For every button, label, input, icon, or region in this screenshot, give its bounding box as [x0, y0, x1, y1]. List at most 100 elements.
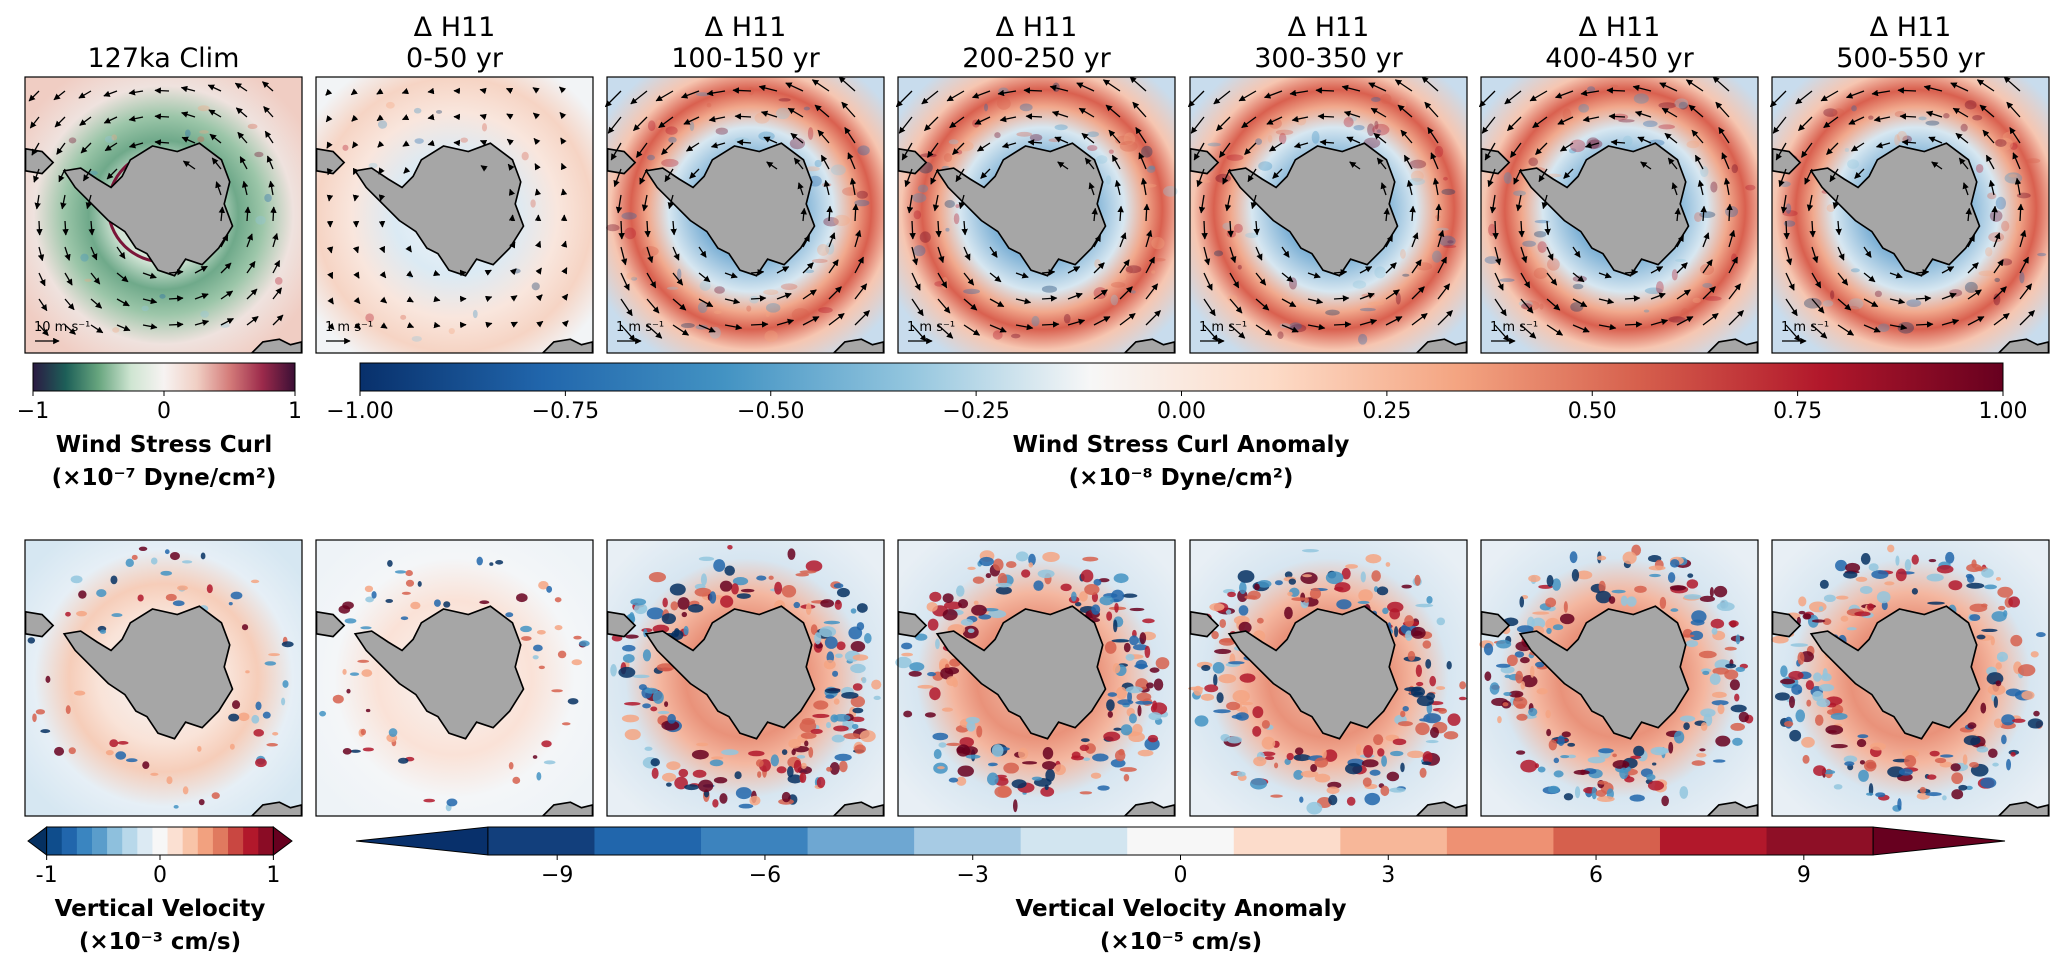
field-blob — [662, 597, 668, 608]
field-blob — [626, 272, 637, 280]
field-blob — [1432, 250, 1442, 263]
field-blob — [1314, 757, 1329, 768]
field-blob — [84, 278, 92, 282]
field-blob — [1698, 650, 1717, 659]
field-blob — [371, 591, 377, 599]
panel-title-line2: 200-250 yr — [962, 43, 1111, 74]
field-blob — [1823, 108, 1838, 117]
wind-stress-curl-anomaly-colorbar: −1.00 −0.75 −0.50 −0.25 0.00 0.25 0.50 0.75 1.00… — [326, 362, 2028, 491]
field-blob — [971, 604, 987, 616]
field-blob — [929, 591, 942, 602]
wind-vector-arrow — [1606, 87, 1626, 94]
field-blob — [1642, 120, 1658, 128]
wind-vector-arrow — [766, 161, 778, 170]
panel-frame — [24, 76, 303, 354]
colorbar-units: (×10⁻⁵ cm/s) — [1100, 929, 1262, 955]
wind-vector-arrow — [698, 298, 714, 308]
field-blob — [1125, 686, 1143, 694]
field-blob — [901, 652, 914, 657]
field-blob — [1643, 309, 1650, 313]
field-blob — [1227, 294, 1238, 302]
field-blob — [1323, 749, 1338, 762]
field-blob — [1942, 795, 1947, 801]
field-blob — [272, 731, 279, 736]
wind-vector-arrow — [220, 317, 234, 326]
field-blob — [512, 776, 521, 784]
wind-vector-arrow — [2009, 127, 2021, 144]
wind-vector-arrow — [379, 245, 386, 254]
field-blob — [342, 601, 354, 610]
wind-vector-arrow — [750, 295, 767, 302]
field-blob — [2008, 174, 2018, 178]
field-blob — [1237, 570, 1255, 583]
field-blob — [1310, 764, 1318, 773]
field-blob — [903, 710, 913, 718]
wind-vector-arrow — [1203, 246, 1211, 266]
field-blob — [1495, 663, 1511, 668]
wind-vector-arrow — [264, 130, 274, 144]
wind-vector-arrow — [64, 324, 76, 335]
wind-vector-arrow — [220, 262, 232, 274]
wind-vector-arrow — [1132, 101, 1147, 118]
wind-vector-arrow — [327, 297, 334, 305]
field-blob — [198, 798, 205, 806]
field-blob — [1563, 601, 1568, 613]
field-blob — [250, 579, 260, 584]
field-blob — [200, 310, 209, 318]
colorbar-tick-label: 0 — [1174, 863, 1188, 888]
wind-vector-arrow — [1532, 116, 1548, 129]
wind-vector-arrow — [1489, 194, 1497, 214]
wind-vector-arrow — [1661, 107, 1678, 118]
field-blob — [805, 602, 812, 615]
wind-vector-arrow — [989, 272, 1002, 283]
wind-vector-arrow — [1427, 127, 1439, 144]
field-blob — [976, 725, 983, 738]
wind-vector-arrow — [797, 182, 804, 196]
wind-vector-arrow — [698, 272, 711, 283]
wind-vector-arrow — [90, 298, 103, 309]
colorbar-tick-label: 1.00 — [1979, 399, 2028, 424]
field-blob — [946, 676, 958, 687]
panel-frame — [897, 539, 1176, 817]
field-blob — [1863, 759, 1877, 772]
field-blob — [1114, 602, 1119, 613]
wind-vector-arrow — [1728, 256, 1738, 274]
colorbar-bin — [1020, 827, 1128, 855]
field-blob — [665, 126, 678, 135]
field-blob — [2001, 220, 2010, 232]
wind-vector-arrow — [1889, 272, 1903, 279]
field-blob — [411, 335, 422, 342]
field-blob — [1003, 762, 1019, 774]
wind-vector-arrow — [1809, 220, 1816, 238]
wind-vector-arrow — [646, 272, 657, 289]
wind-vector-arrow — [1027, 139, 1043, 146]
wind-vector-arrow — [790, 132, 804, 144]
wind-vector-arrow — [561, 320, 569, 328]
field-blob — [1395, 292, 1401, 305]
field-blob — [1293, 769, 1304, 780]
field-blob — [2036, 632, 2046, 638]
field-blob — [1730, 722, 1746, 731]
wind-vector-arrow — [535, 240, 542, 249]
field-blob — [1976, 746, 1989, 753]
wind-vector-arrow — [1598, 323, 1617, 331]
wind-vector-arrow — [1557, 116, 1574, 125]
wind-vector-arrow — [787, 107, 804, 118]
field-blob — [1633, 745, 1645, 757]
panel-frame — [606, 539, 885, 817]
wind-vector-arrow — [1397, 104, 1413, 118]
field-blob — [625, 634, 639, 639]
wind-vector-arrow — [459, 269, 467, 277]
wind-vector-arrow — [620, 246, 628, 266]
field-blob — [1108, 149, 1114, 154]
wind-vector-arrow — [785, 82, 804, 92]
field-blob — [1987, 192, 1997, 200]
wind-vector-arrow — [963, 246, 971, 261]
colorbar-bin — [182, 827, 199, 855]
field-blob — [695, 324, 708, 330]
wind-vector-arrow — [106, 168, 118, 180]
field-blob — [2010, 634, 2023, 647]
field-blob — [1253, 756, 1267, 767]
wind-vector-arrow — [128, 89, 144, 96]
